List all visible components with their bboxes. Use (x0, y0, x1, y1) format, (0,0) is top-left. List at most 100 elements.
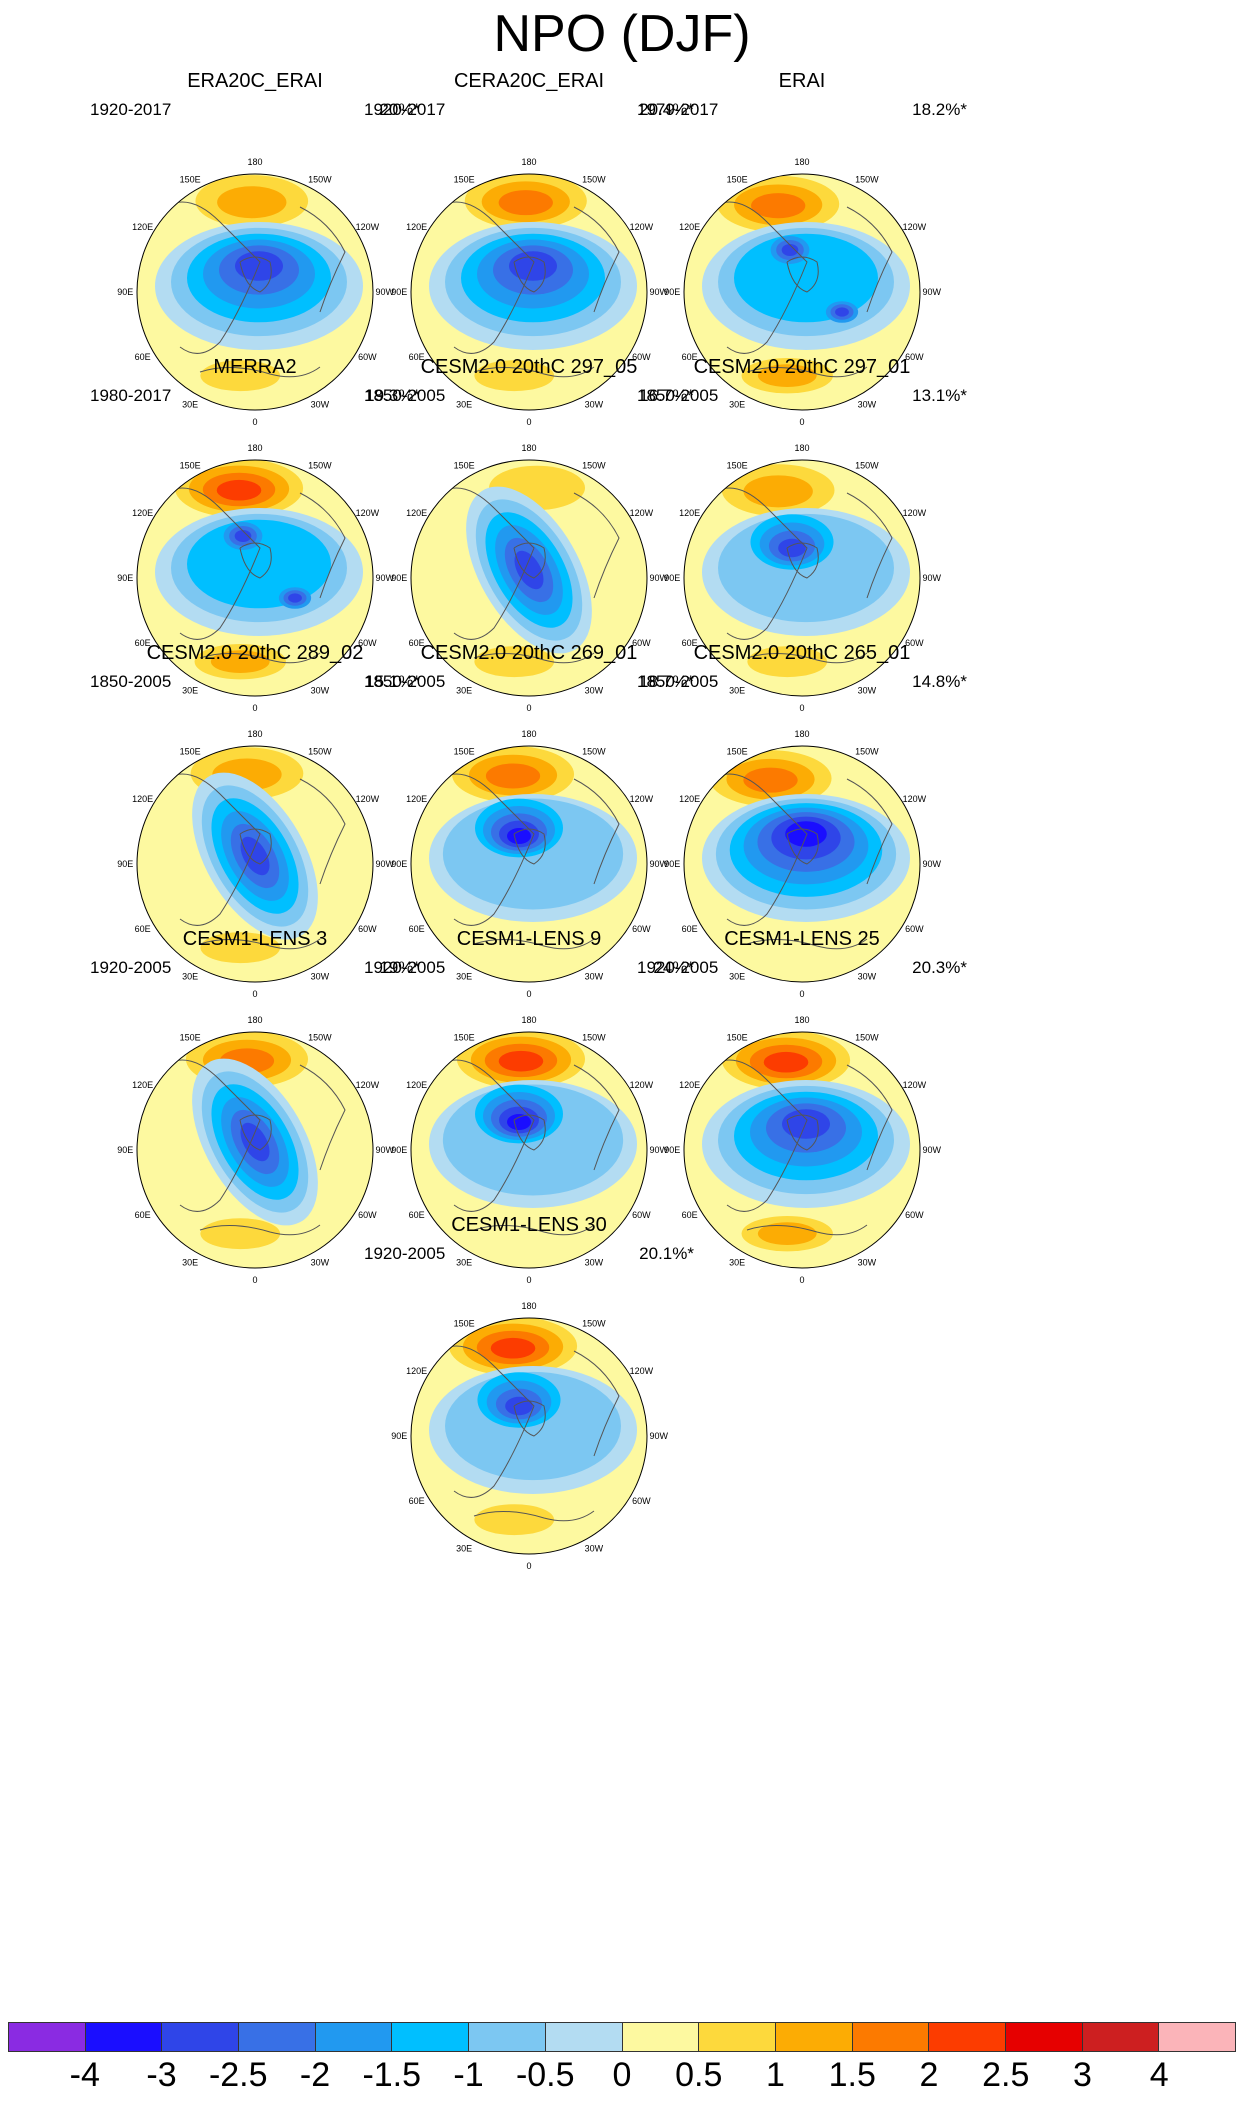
panel-variance-percent: 15.1%* (365, 672, 420, 691)
longitude-label: 150E (454, 1319, 475, 1329)
coastlines (711, 773, 893, 950)
atlantic-positive-contour (452, 1209, 577, 1258)
polar-map: 180 150E 120E 90E 60E 30E 0 30W 60W 90W 120W 150W (664, 443, 941, 713)
longitude-label: 30W (311, 399, 330, 409)
longitude-label: 30E (729, 1257, 745, 1267)
longitude-label: 0 (252, 989, 257, 999)
longitude-label: 30W (585, 1257, 604, 1267)
longitude-label: 90W (923, 1145, 942, 1155)
polar-map: 180 150E 120E 90E 60E 30E 0 30W 60W 90W 120W 150W (664, 729, 941, 999)
map-panel: CESM2.0 20thC 297_05 1850-2005 16.7%* 180 15… (344, 356, 714, 736)
longitude-label: 0 (526, 417, 531, 427)
longitude-label: 90W (376, 859, 395, 869)
panel-variance-percent: 14.8%* (912, 672, 967, 691)
colorbar-swatch (315, 2023, 393, 2051)
colorbar-tick-label: -4 (69, 2056, 100, 2094)
panel-title: CESM2.0 20thC 297_05 (420, 356, 638, 378)
longitude-label: 150W (582, 175, 606, 185)
longitude-label: 0 (799, 417, 804, 427)
longitude-label: 30W (585, 971, 604, 981)
colorbar-tick-label: -1 (453, 2056, 484, 2094)
longitude-label: 90E (117, 287, 133, 297)
panel-period: 1920-2005 (637, 958, 719, 977)
longitude-label: 90W (650, 859, 669, 869)
coastlines (164, 773, 346, 950)
panel-period: 1850-2005 (637, 386, 719, 405)
longitude-label: 90E (391, 859, 407, 869)
colorbar-tick-label: -1.5 (362, 2056, 422, 2094)
longitude-label: 30W (585, 685, 604, 695)
panel-period: 1850-2005 (637, 672, 719, 691)
pacific-positive-contour (485, 763, 541, 789)
panel-period: 1920-2005 (90, 958, 172, 977)
panel-period: 1850-2005 (364, 386, 446, 405)
map-panel: CESM2.0 20thC 269_01 1850-2005 18.7%* 180 15… (344, 642, 714, 1022)
atlantic-positive-contour (474, 1504, 555, 1536)
pacific-positive-contour (498, 190, 553, 216)
arctic-negative-contour (505, 1396, 533, 1416)
longitude-label: 90E (391, 573, 407, 583)
arctic-negative-contour (782, 1109, 830, 1139)
longitude-label: 120E (406, 508, 427, 518)
longitude-label: 60E (409, 352, 425, 362)
longitude-label: 60W (358, 1210, 377, 1220)
longitude-label: 30E (456, 1543, 472, 1553)
longitude-label: 30W (858, 971, 877, 981)
longitude-label: 120W (903, 508, 927, 518)
longitude-label: 90E (664, 859, 680, 869)
map-panel: CESM1-LENS 9 1920-2005 24%* 180 150E 120E 90E 6… (344, 928, 714, 1308)
longitude-label: 120E (132, 1080, 153, 1090)
colorbar-swatch (699, 2023, 776, 2051)
longitude-label: 90E (117, 1145, 133, 1155)
panel-period: 1850-2005 (364, 672, 446, 691)
longitude-label: 150W (308, 175, 332, 185)
longitude-label: 90E (391, 287, 407, 297)
longitude-label: 90E (664, 573, 680, 583)
polar-map: 180 150E 120E 90E 60E 30E 0 30W 60W 90W 120W 150W (391, 157, 668, 427)
colorbar-tick-label: 0 (612, 2056, 632, 2094)
arctic-negative-contour (507, 1114, 531, 1130)
longitude-label: 0 (252, 417, 257, 427)
coastlines (711, 1059, 893, 1236)
longitude-label: 120E (406, 1366, 427, 1376)
panel-variance-percent: 20.3%* (912, 958, 967, 977)
longitude-label: 150W (308, 747, 332, 757)
longitude-label: 60E (682, 638, 698, 648)
map-panel: CESM1-LENS 30 1920-2005 20.1%* 180 150E 120E 9… (344, 1214, 714, 1594)
longitude-label: 90W (650, 573, 669, 583)
longitude-label: 180 (794, 729, 809, 739)
longitude-label: 180 (247, 1015, 262, 1025)
panel-title: CESM1-LENS 30 (451, 1214, 607, 1236)
longitude-label: 180 (247, 443, 262, 453)
longitude-label: 30E (456, 1257, 472, 1267)
colorbar-tick-label: -3 (146, 2056, 177, 2094)
panel-title: CERA20C_ERAI (453, 70, 605, 92)
longitude-label: 90W (376, 287, 395, 297)
longitude-label: 120E (679, 794, 700, 804)
longitude-label: 30E (456, 685, 472, 695)
longitude-label: 0 (799, 703, 804, 713)
coastlines (711, 487, 893, 664)
map-boundary (410, 1031, 648, 1269)
arctic-negative-contour (235, 251, 283, 281)
panel-period: 1920-2005 (364, 958, 446, 977)
longitude-label: 120W (630, 1366, 654, 1376)
colorbar-tick-label: 1.5 (828, 2056, 876, 2094)
longitude-label: 30W (858, 399, 877, 409)
colorbar-swatch (162, 2023, 240, 2051)
pacific-positive-contour (751, 193, 806, 219)
colorbar-swatch (929, 2023, 1006, 2051)
longitude-label: 180 (521, 157, 536, 167)
panel-variance-percent: 20.1%* (639, 1244, 694, 1263)
longitude-label: 180 (794, 1015, 809, 1025)
polar-map: 180 150E 120E 90E 60E 30E 0 30W 60W 90W 120W 150W (391, 1015, 668, 1285)
colorbar-swatch (469, 2023, 546, 2051)
atlantic-positive-contour (452, 923, 577, 972)
map-boundary (136, 745, 374, 983)
map-boundary (683, 745, 921, 983)
longitude-label: 120E (679, 508, 700, 518)
polar-map: 180 150E 120E 90E 60E 30E 0 30W 60W 90W 120W 150W (391, 1301, 668, 1571)
panel-variance-percent: 20.4%* (639, 100, 694, 119)
longitude-label: 0 (526, 989, 531, 999)
longitude-label: 60E (135, 638, 151, 648)
